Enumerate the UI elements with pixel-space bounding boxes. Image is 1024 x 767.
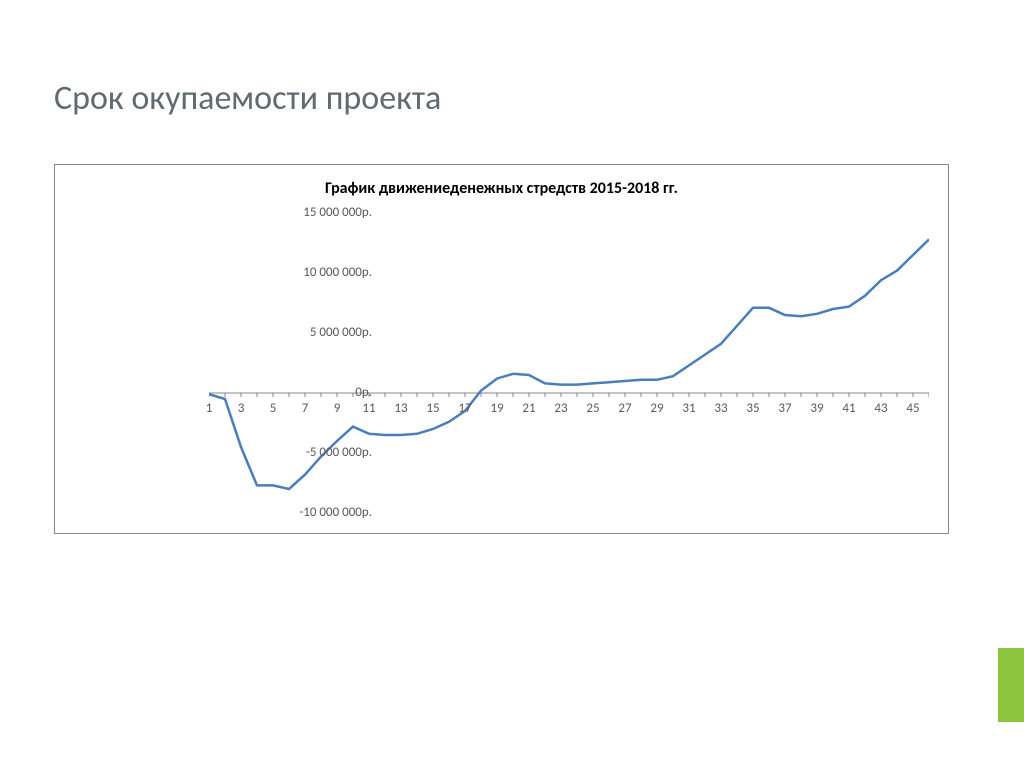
- x-tick-label: 37: [778, 401, 791, 416]
- x-tick-label: 45: [906, 401, 919, 416]
- x-tick-label: 1: [206, 401, 213, 416]
- x-tick-label: 23: [554, 401, 567, 416]
- x-tick-label: 17: [458, 401, 471, 416]
- y-tick-label: -5 000 000р.: [212, 445, 372, 460]
- y-tick-label: 10 000 000р.: [212, 265, 372, 280]
- x-tick-label: 11: [362, 401, 375, 416]
- x-tick-label: 43: [874, 401, 887, 416]
- y-tick-label: 15 000 000р.: [212, 205, 372, 220]
- x-tick-label: 13: [394, 401, 407, 416]
- x-tick-label: 33: [714, 401, 727, 416]
- y-tick-label: -10 000 000р.: [212, 505, 372, 520]
- x-tick-label: 5: [270, 401, 277, 416]
- slide-title: Срок окупаемости проекта: [54, 78, 441, 119]
- y-tick-label: 5 000 000р.: [212, 325, 372, 340]
- x-tick-label: 3: [238, 401, 245, 416]
- x-tick-label: 19: [490, 401, 503, 416]
- x-tick-label: 15: [426, 401, 439, 416]
- x-tick-label: 29: [650, 401, 663, 416]
- x-tick-label: 27: [618, 401, 631, 416]
- x-tick-label: 9: [334, 401, 341, 416]
- x-tick-label: 7: [302, 401, 309, 416]
- x-tick-label: 31: [682, 401, 695, 416]
- x-tick-label: 21: [522, 401, 535, 416]
- x-tick-label: 35: [746, 401, 759, 416]
- y-tick-label: 0р.: [212, 385, 372, 400]
- accent-decoration: [998, 648, 1024, 722]
- chart-container: График движениеденежных стредств 2015-20…: [54, 164, 949, 534]
- x-tick-label: 39: [810, 401, 823, 416]
- x-tick-label: 25: [586, 401, 599, 416]
- plot-area: [209, 213, 929, 513]
- chart-svg: [209, 213, 929, 513]
- chart-title: График движениеденежных стредств 2015-20…: [55, 179, 948, 198]
- x-tick-label: 41: [842, 401, 855, 416]
